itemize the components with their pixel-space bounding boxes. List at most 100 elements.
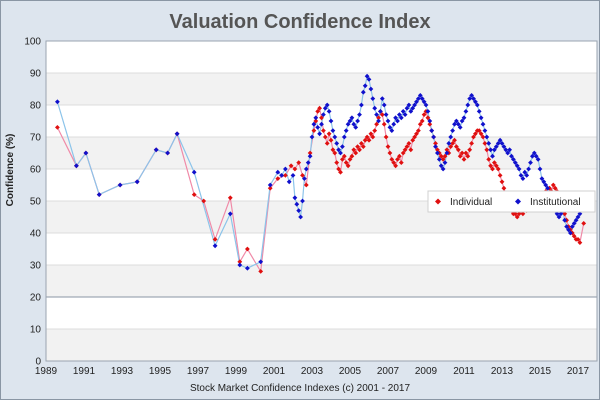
- data-point-individual: [402, 147, 408, 153]
- data-point-institutional: [501, 144, 507, 149]
- data-point-institutional: [539, 176, 545, 181]
- x-tick-label: 1993: [111, 366, 134, 377]
- legend-marker-institutional: [515, 198, 521, 205]
- data-point-institutional: [450, 128, 455, 133]
- x-tick-label: 2003: [301, 366, 324, 377]
- data-point-individual: [370, 134, 376, 140]
- data-point-individual: [459, 150, 465, 156]
- data-point-individual: [387, 150, 393, 156]
- plot-band: [46, 73, 597, 105]
- data-point-institutional: [438, 163, 444, 169]
- data-point-institutional: [537, 166, 543, 172]
- data-point-individual: [349, 153, 355, 159]
- data-point-institutional: [362, 83, 368, 89]
- data-point-institutional: [349, 115, 355, 121]
- data-point-individual: [457, 153, 463, 159]
- data-point-individual: [463, 150, 469, 156]
- data-point-institutional: [467, 96, 473, 101]
- data-point-institutional: [412, 102, 417, 108]
- data-point-institutional: [191, 169, 197, 175]
- data-point-individual: [338, 169, 343, 175]
- data-point-institutional: [505, 150, 511, 156]
- data-point-institutional: [292, 195, 298, 201]
- data-point-institutional: [383, 112, 389, 117]
- data-point-individual: [362, 137, 368, 143]
- data-point-institutional: [497, 137, 503, 143]
- data-point-institutional: [387, 125, 393, 130]
- data-point-individual: [397, 153, 402, 159]
- data-point-individual: [393, 163, 398, 169]
- data-point-institutional: [473, 99, 478, 105]
- plot-bands: [46, 41, 597, 361]
- data-point-institutional: [351, 121, 357, 127]
- data-point-individual: [414, 131, 419, 137]
- data-point-individual: [267, 185, 273, 191]
- data-point-institutional: [417, 93, 423, 98]
- data-point-individual: [444, 147, 450, 153]
- x-tick-label: 2005: [339, 366, 362, 377]
- data-point-individual: [341, 153, 347, 159]
- data-point-institutional: [573, 217, 579, 223]
- data-point-individual: [292, 166, 298, 172]
- data-point-individual: [421, 112, 427, 117]
- plot-frame: [45, 40, 598, 362]
- data-point-individual: [227, 195, 233, 201]
- data-point-individual: [433, 141, 438, 146]
- data-point-institutional: [575, 214, 581, 220]
- data-point-individual: [435, 147, 440, 153]
- series-line-institutional: [56, 74, 581, 269]
- data-point-institutional: [324, 102, 330, 108]
- data-point-individual: [552, 185, 558, 191]
- data-point-institutional: [279, 173, 284, 178]
- data-point-institutional: [423, 102, 429, 108]
- data-point-institutional: [531, 150, 537, 156]
- data-point-institutional: [283, 166, 288, 172]
- data-point-individual: [332, 150, 338, 156]
- data-point-institutional: [326, 109, 332, 114]
- data-point-individual: [321, 128, 326, 133]
- data-point-institutional: [397, 112, 402, 117]
- data-point-institutional: [347, 118, 353, 124]
- data-point-individual: [360, 144, 366, 149]
- data-point-individual: [497, 173, 503, 178]
- data-point-institutional: [558, 211, 564, 217]
- data-point-institutional: [368, 86, 374, 92]
- y-tick-label: 50: [30, 197, 42, 208]
- data-point-institutional: [153, 147, 159, 153]
- data-point-individual: [501, 185, 507, 191]
- data-point-institutional: [406, 102, 412, 108]
- data-point-individual: [395, 157, 400, 162]
- y-tick-label: 30: [30, 261, 42, 272]
- data-point-individual: [581, 221, 587, 226]
- data-point-institutional: [488, 147, 493, 153]
- data-point-institutional: [564, 224, 569, 229]
- data-point-institutional: [569, 224, 575, 229]
- data-point-individual: [357, 147, 362, 153]
- data-point-institutional: [530, 153, 535, 159]
- data-point-institutional: [535, 157, 541, 162]
- data-point-individual: [488, 163, 493, 169]
- data-point-institutional: [303, 166, 309, 172]
- data-point-individual: [417, 121, 423, 127]
- x-tick-label: 1989: [35, 366, 58, 377]
- data-point-institutional: [267, 182, 273, 188]
- data-point-individual: [465, 153, 471, 159]
- x-axis-label: Stock Market Confidence Indexes (c) 2001…: [190, 383, 411, 394]
- data-point-institutional: [305, 160, 311, 165]
- data-point-individual: [336, 166, 341, 172]
- data-point-institutional: [433, 144, 438, 149]
- data-point-individual: [427, 121, 433, 127]
- data-point-institutional: [385, 118, 391, 124]
- data-point-institutional: [227, 211, 233, 217]
- data-point-institutional: [134, 179, 140, 185]
- data-point-institutional: [376, 118, 381, 124]
- y-tick-label: 100: [24, 37, 41, 48]
- data-point-individual: [288, 163, 294, 169]
- data-point-institutional: [302, 176, 307, 181]
- data-point-individual: [452, 137, 457, 143]
- data-point-individual: [448, 144, 454, 149]
- data-point-institutional: [364, 73, 370, 79]
- data-point-individual: [512, 211, 518, 217]
- data-point-institutional: [554, 211, 560, 217]
